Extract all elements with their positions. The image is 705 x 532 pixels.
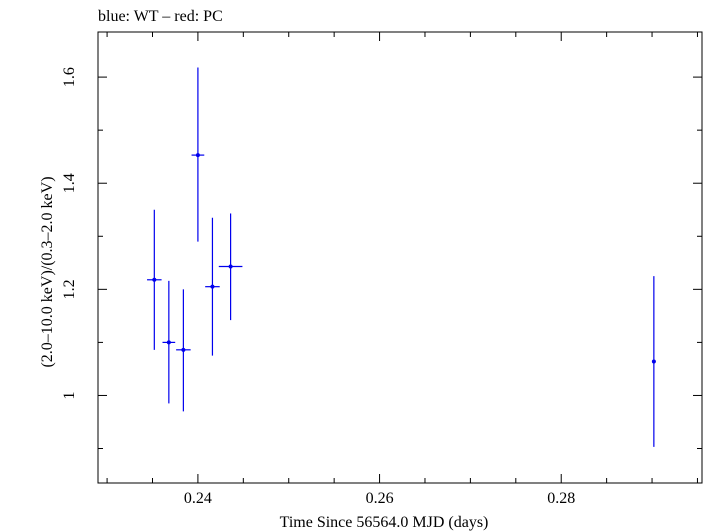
- data-point: [210, 284, 215, 289]
- data-point: [152, 277, 157, 282]
- plot-frame: [97, 31, 703, 484]
- data-point: [166, 340, 171, 345]
- x-tick-label: 0.28: [547, 490, 575, 507]
- data-point: [228, 264, 233, 269]
- x-axis-label: Time Since 56564.0 MJD (days): [280, 514, 489, 531]
- data-point: [181, 347, 186, 352]
- axis-ticks: 0.24 0.26 0.28 1 1.2 1.4 1.6: [61, 32, 702, 507]
- y-tick-label: 1.6: [61, 67, 78, 87]
- y-tick-label: 1.2: [61, 279, 78, 299]
- chart-title: blue: WT – red: PC: [98, 8, 223, 25]
- data-point: [195, 153, 200, 158]
- x-tick-label: 0.26: [366, 490, 394, 507]
- y-tick-label: 1: [61, 391, 78, 399]
- y-tick-label: 1.4: [61, 173, 78, 193]
- y-axis-label: (2.0–10.0 keV)/(0.3–2.0 keV): [39, 176, 56, 367]
- data-points: [147, 67, 656, 447]
- x-tick-label: 0.24: [184, 490, 212, 507]
- data-point: [651, 359, 656, 364]
